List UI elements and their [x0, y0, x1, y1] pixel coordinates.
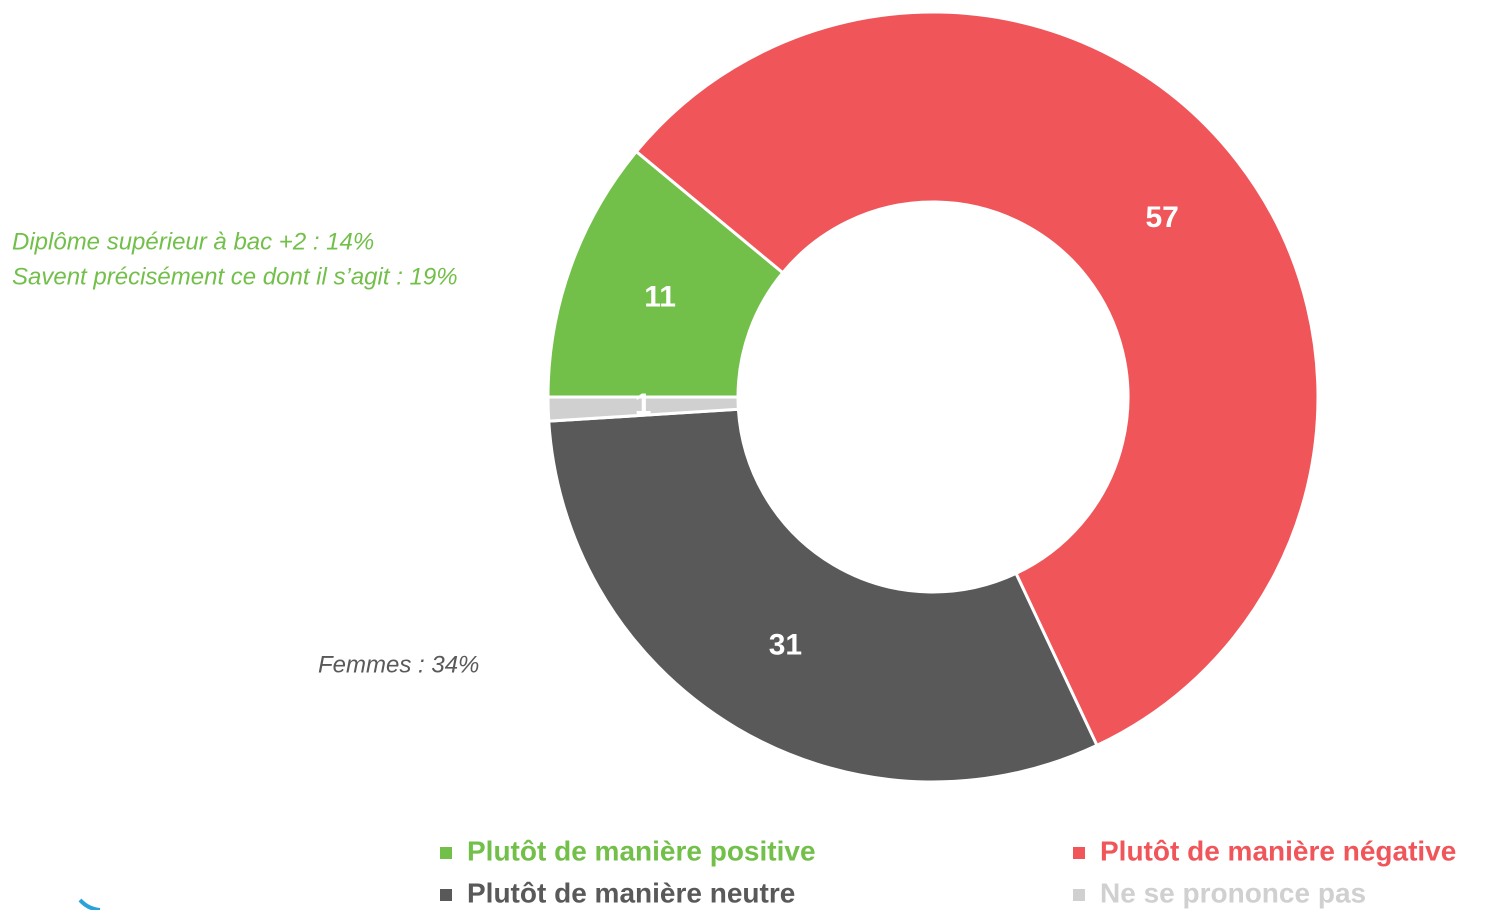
legend-label: Ne se prononce pas	[1100, 877, 1366, 908]
donut-slice	[634, 10, 1320, 748]
legend-swatch	[440, 847, 452, 859]
legend-swatch	[440, 889, 452, 901]
logo	[78, 898, 101, 910]
annotation: Diplôme supérieur à bac +2 : 14%	[12, 228, 374, 255]
donut-slice	[547, 407, 1099, 784]
annotation: Femmes : 34%	[318, 651, 479, 678]
annotation: Savent précisément ce dont il s’agit : 1…	[12, 263, 458, 290]
data-label: 11	[644, 281, 676, 314]
legend-label: Plutôt de manière négative	[1100, 835, 1456, 866]
data-label: 57	[1145, 201, 1178, 234]
legend-label: Plutôt de manière positive	[467, 835, 816, 866]
legend-swatch	[1073, 889, 1085, 901]
legend-swatch	[1073, 847, 1085, 859]
donut-slice	[546, 395, 740, 423]
legend-label: Plutôt de manière neutre	[467, 877, 795, 908]
data-label: 1	[635, 388, 652, 421]
donut-slice	[546, 149, 785, 399]
data-label: 31	[769, 629, 802, 662]
